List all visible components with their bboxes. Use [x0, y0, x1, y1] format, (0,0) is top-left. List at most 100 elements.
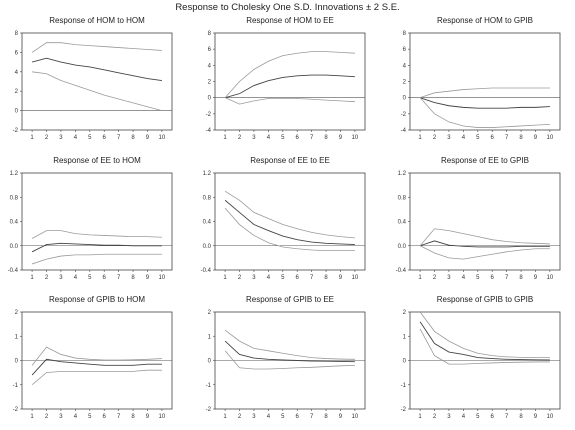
y-tick-label: 2: [208, 310, 212, 316]
x-tick-label: 1: [30, 414, 34, 420]
response-line: [224, 74, 355, 99]
x-tick-label: 8: [131, 414, 135, 420]
y-tick-label: 0: [208, 96, 212, 102]
x-tick-label: 3: [252, 135, 256, 141]
x-tick-label: 9: [339, 135, 343, 141]
response-line: [31, 57, 162, 81]
plot-frame: [21, 32, 173, 131]
response-line: [224, 340, 355, 363]
panel-2: Response of HOM to EE -4 -2 0 2 4 6 8 1 2 3 4 5 6 7 8 9 1…: [206, 16, 366, 141]
x-tick-label: 7: [505, 275, 509, 281]
panel-title: Response of HOM to EE: [246, 16, 334, 25]
panel-title: Response of EE to EE: [250, 156, 330, 165]
x-tick-label: 7: [117, 135, 121, 141]
x-tick-label: 6: [103, 414, 107, 420]
y-tick-label: 0.4: [398, 220, 407, 226]
lower-band-line: [419, 245, 550, 260]
plot-frame: [214, 32, 366, 131]
panel-title: Response of GPIB to GPIB: [437, 295, 534, 304]
response-line: [419, 97, 550, 109]
x-tick-label: 4: [267, 275, 271, 281]
x-tick-label: 4: [462, 275, 466, 281]
x-tick-label: 6: [296, 414, 300, 420]
lower-band-line: [31, 253, 162, 265]
y-tick-label: 0: [403, 359, 407, 365]
upper-band-line: [31, 230, 162, 239]
x-tick-label: 5: [281, 135, 285, 141]
y-tick-label: 1.2: [203, 171, 212, 177]
x-tick-label: 7: [117, 414, 121, 420]
y-tick-label: 2: [403, 80, 407, 86]
x-tick-label: 3: [447, 414, 451, 420]
x-tick-label: 4: [74, 414, 78, 420]
x-tick-label: 5: [281, 275, 285, 281]
x-tick-label: 6: [103, 275, 107, 281]
y-tick-label: 0.8: [398, 195, 407, 201]
y-tick-label: 0: [15, 109, 19, 115]
x-tick-label: 9: [339, 414, 343, 420]
response-line: [419, 240, 550, 248]
x-tick-label: 8: [131, 135, 135, 141]
y-tick-label: -2: [13, 128, 19, 134]
x-tick-label: 4: [267, 414, 271, 420]
upper-band-line: [31, 346, 162, 366]
y-tick-label: 1.2: [398, 171, 407, 177]
y-tick-label: 2: [403, 310, 407, 316]
response-line: [419, 321, 550, 361]
x-tick-label: 10: [547, 275, 554, 281]
y-tick-label: 1: [15, 334, 19, 340]
x-tick-label: 2: [45, 135, 49, 141]
response-line: [31, 358, 162, 376]
y-tick-label: 0: [208, 359, 212, 365]
y-tick-label: -0.4: [396, 268, 407, 274]
x-tick-label: 9: [534, 135, 538, 141]
x-tick-label: 3: [447, 275, 451, 281]
x-tick-label: 1: [30, 135, 34, 141]
y-tick-label: 8: [208, 31, 212, 37]
lower-band-line: [224, 97, 355, 105]
x-tick-label: 7: [310, 414, 314, 420]
lower-band-line: [32, 71, 163, 111]
x-tick-label: 9: [339, 275, 343, 281]
panel-9: Response of GPIB to GPIB -2 -1 0 1 2 1 2 3 4 5 6 7 8 9…: [401, 295, 561, 420]
response-line: [31, 242, 162, 253]
x-tick-label: 8: [519, 414, 523, 420]
panel-7: Response of GPIB to HOM -2 -1 0 1 2 1 2 3 4 5 6 7 8 9 1…: [13, 295, 173, 420]
lower-band-line: [224, 350, 355, 370]
y-tick-label: 2: [15, 310, 19, 316]
lower-band-line: [31, 369, 162, 386]
y-tick-label: 0.0: [10, 244, 19, 250]
y-tick-label: -4: [401, 128, 407, 134]
y-tick-label: 1: [208, 334, 212, 340]
x-tick-label: 7: [117, 275, 121, 281]
y-tick-label: 0: [403, 96, 407, 102]
x-tick-label: 2: [45, 414, 49, 420]
y-tick-label: -4: [206, 128, 212, 134]
x-tick-label: 1: [418, 275, 422, 281]
x-tick-label: 10: [352, 275, 359, 281]
upper-band-line: [31, 42, 162, 53]
x-tick-label: 5: [476, 275, 480, 281]
y-tick-label: -1: [13, 383, 19, 389]
x-tick-label: 10: [159, 414, 166, 420]
x-tick-label: 2: [45, 275, 49, 281]
y-tick-label: 0: [15, 359, 19, 365]
y-tick-label: 0.8: [10, 195, 19, 201]
x-tick-label: 10: [547, 135, 554, 141]
x-tick-label: 1: [223, 414, 227, 420]
x-tick-label: 9: [534, 414, 538, 420]
x-tick-label: 1: [418, 414, 422, 420]
y-tick-label: 4: [208, 63, 212, 69]
y-tick-label: 4: [403, 63, 407, 69]
response-line: [224, 199, 355, 245]
x-tick-label: 1: [223, 275, 227, 281]
x-tick-label: 5: [281, 414, 285, 420]
upper-band-line: [419, 87, 550, 99]
y-tick-label: 8: [15, 31, 19, 37]
y-tick-label: -2: [206, 407, 212, 413]
x-tick-label: 8: [324, 275, 328, 281]
x-tick-label: 6: [296, 275, 300, 281]
y-tick-label: 8: [403, 31, 407, 37]
x-tick-label: 4: [462, 414, 466, 420]
x-tick-label: 8: [324, 135, 328, 141]
